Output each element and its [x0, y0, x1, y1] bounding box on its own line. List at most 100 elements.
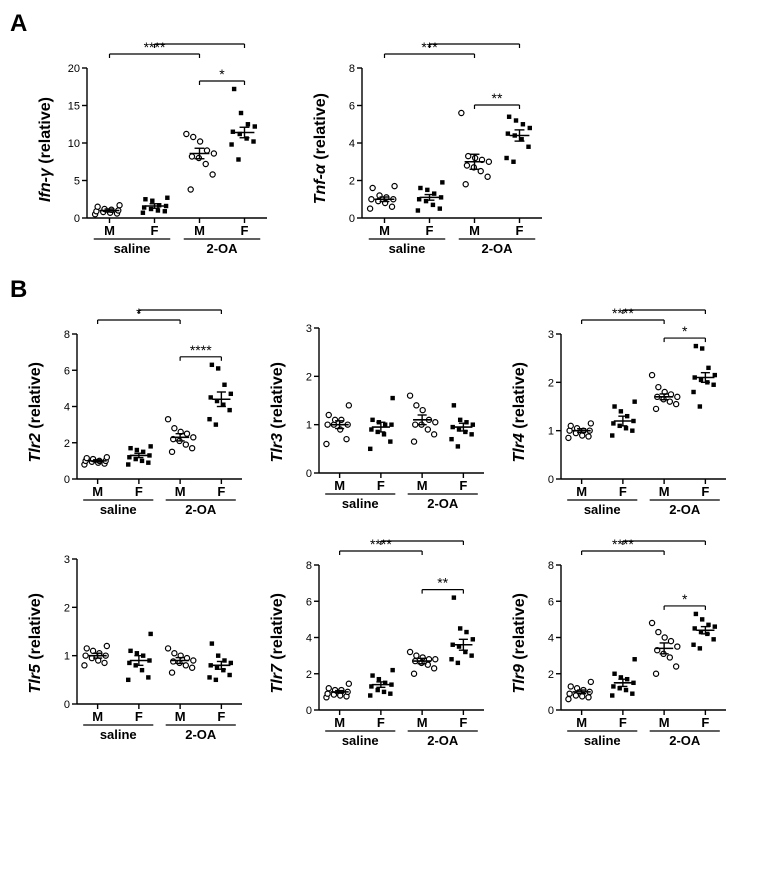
svg-text:8: 8 — [548, 560, 554, 572]
svg-text:F: F — [135, 709, 143, 724]
svg-text:****: **** — [653, 537, 675, 542]
panel-B-label: B — [10, 276, 755, 304]
svg-text:3: 3 — [64, 554, 70, 566]
svg-text:M: M — [469, 223, 480, 238]
svg-text:0: 0 — [306, 705, 312, 717]
svg-text:F: F — [377, 478, 385, 493]
svg-text:10: 10 — [68, 138, 80, 150]
svg-text:saline: saline — [389, 241, 426, 256]
scatter-plot: 0123MFMFsaline2-OA — [47, 543, 248, 744]
svg-text:F: F — [516, 223, 524, 238]
svg-text:2-OA: 2-OA — [206, 241, 238, 256]
svg-text:M: M — [659, 484, 670, 499]
svg-text:1: 1 — [548, 426, 554, 438]
svg-text:M: M — [175, 709, 186, 724]
svg-text:F: F — [459, 715, 467, 730]
svg-text:M: M — [92, 709, 103, 724]
svg-text:2: 2 — [349, 176, 355, 188]
svg-text:saline: saline — [584, 502, 621, 517]
plot-tlr2: Tlr2 (relative)02468MFMFsaline2-OA******… — [28, 306, 248, 519]
svg-text:F: F — [135, 484, 143, 499]
ylabel: Tlr7 (relative) — [270, 593, 286, 694]
svg-text:2: 2 — [64, 602, 70, 614]
svg-text:M: M — [417, 715, 428, 730]
svg-text:F: F — [619, 715, 627, 730]
svg-text:0: 0 — [306, 468, 312, 480]
scatter-plot: 0123MFMFsaline2-OA********* — [531, 306, 732, 519]
svg-text:****: **** — [653, 306, 675, 311]
svg-text:**: ** — [437, 575, 448, 591]
svg-text:saline: saline — [342, 733, 379, 748]
scatter-plot: 05101520MFMFsaline2-OA********* — [57, 40, 273, 258]
svg-text:saline: saline — [100, 727, 137, 742]
svg-text:2-OA: 2-OA — [669, 502, 701, 517]
scatter-plot: 0123MFMFsaline2-OA — [289, 312, 490, 513]
plot-tnf: Tnf-α (relative)02468MFMFsaline2-OA*****… — [313, 40, 548, 258]
svg-text:8: 8 — [306, 560, 312, 572]
svg-text:M: M — [175, 484, 186, 499]
plot-ifn: Ifn-γ (relative)05101520MFMFsaline2-OA**… — [38, 40, 273, 258]
svg-text:*: * — [682, 591, 688, 607]
svg-text:2: 2 — [548, 377, 554, 389]
ylabel: Tlr2 (relative) — [28, 362, 44, 463]
plot-tlr5: Tlr5 (relative)0123MFMFsaline2-OA — [28, 537, 248, 750]
svg-text:M: M — [104, 223, 115, 238]
plot-tlr9: Tlr9 (relative)02468MFMFsaline2-OA******… — [512, 537, 732, 750]
svg-text:saline: saline — [584, 733, 621, 748]
svg-text:20: 20 — [68, 63, 80, 75]
ylabel: Tlr4 (relative) — [512, 362, 528, 463]
svg-text:0: 0 — [548, 474, 554, 486]
svg-text:M: M — [334, 715, 345, 730]
svg-text:2-OA: 2-OA — [185, 727, 217, 742]
svg-text:0: 0 — [74, 213, 80, 225]
svg-text:2-OA: 2-OA — [427, 733, 459, 748]
plot-tlr4: Tlr4 (relative)0123MFMFsaline2-OA*******… — [512, 306, 732, 519]
svg-text:2: 2 — [306, 669, 312, 681]
scatter-plot: 02468MFMFsaline2-OA********* — [531, 537, 732, 750]
svg-text:F: F — [241, 223, 249, 238]
svg-text:2: 2 — [306, 371, 312, 383]
svg-text:F: F — [151, 223, 159, 238]
svg-text:6: 6 — [64, 365, 70, 377]
svg-text:4: 4 — [64, 402, 70, 414]
svg-text:3: 3 — [548, 329, 554, 341]
scatter-plot: 02468MFMFsaline2-OA********** — [289, 537, 490, 750]
svg-text:F: F — [377, 715, 385, 730]
svg-text:*: * — [682, 323, 688, 339]
svg-text:8: 8 — [64, 329, 70, 341]
svg-text:F: F — [426, 223, 434, 238]
svg-text:M: M — [194, 223, 205, 238]
svg-text:15: 15 — [68, 101, 80, 113]
svg-text:****: **** — [411, 537, 433, 542]
svg-text:****: **** — [190, 342, 212, 358]
svg-text:6: 6 — [548, 596, 554, 608]
svg-text:F: F — [619, 484, 627, 499]
svg-text:1: 1 — [64, 651, 70, 663]
scatter-plot: 02468MFMFsaline2-OA********* — [47, 306, 248, 519]
svg-text:0: 0 — [64, 699, 70, 711]
svg-text:**: ** — [492, 90, 503, 106]
svg-text:M: M — [659, 715, 670, 730]
svg-text:saline: saline — [114, 241, 151, 256]
svg-text:F: F — [701, 484, 709, 499]
svg-text:****: **** — [189, 40, 211, 45]
svg-text:5: 5 — [74, 176, 80, 188]
svg-text:****: **** — [464, 40, 486, 45]
scatter-plot: 02468MFMFsaline2-OA********* — [332, 40, 548, 258]
svg-text:0: 0 — [349, 213, 355, 225]
svg-text:saline: saline — [100, 502, 137, 517]
svg-text:saline: saline — [342, 496, 379, 511]
svg-text:2-OA: 2-OA — [669, 733, 701, 748]
svg-text:M: M — [92, 484, 103, 499]
svg-text:0: 0 — [548, 705, 554, 717]
svg-text:4: 4 — [349, 138, 355, 150]
svg-text:F: F — [459, 478, 467, 493]
ylabel: Tlr5 (relative) — [28, 593, 44, 694]
figure: A Ifn-γ (relative)05101520MFMFsaline2-OA… — [10, 10, 755, 750]
svg-text:M: M — [334, 478, 345, 493]
panel-A-label: A — [10, 10, 755, 38]
svg-text:M: M — [379, 223, 390, 238]
svg-text:4: 4 — [306, 633, 312, 645]
svg-text:6: 6 — [349, 101, 355, 113]
svg-text:2: 2 — [548, 669, 554, 681]
